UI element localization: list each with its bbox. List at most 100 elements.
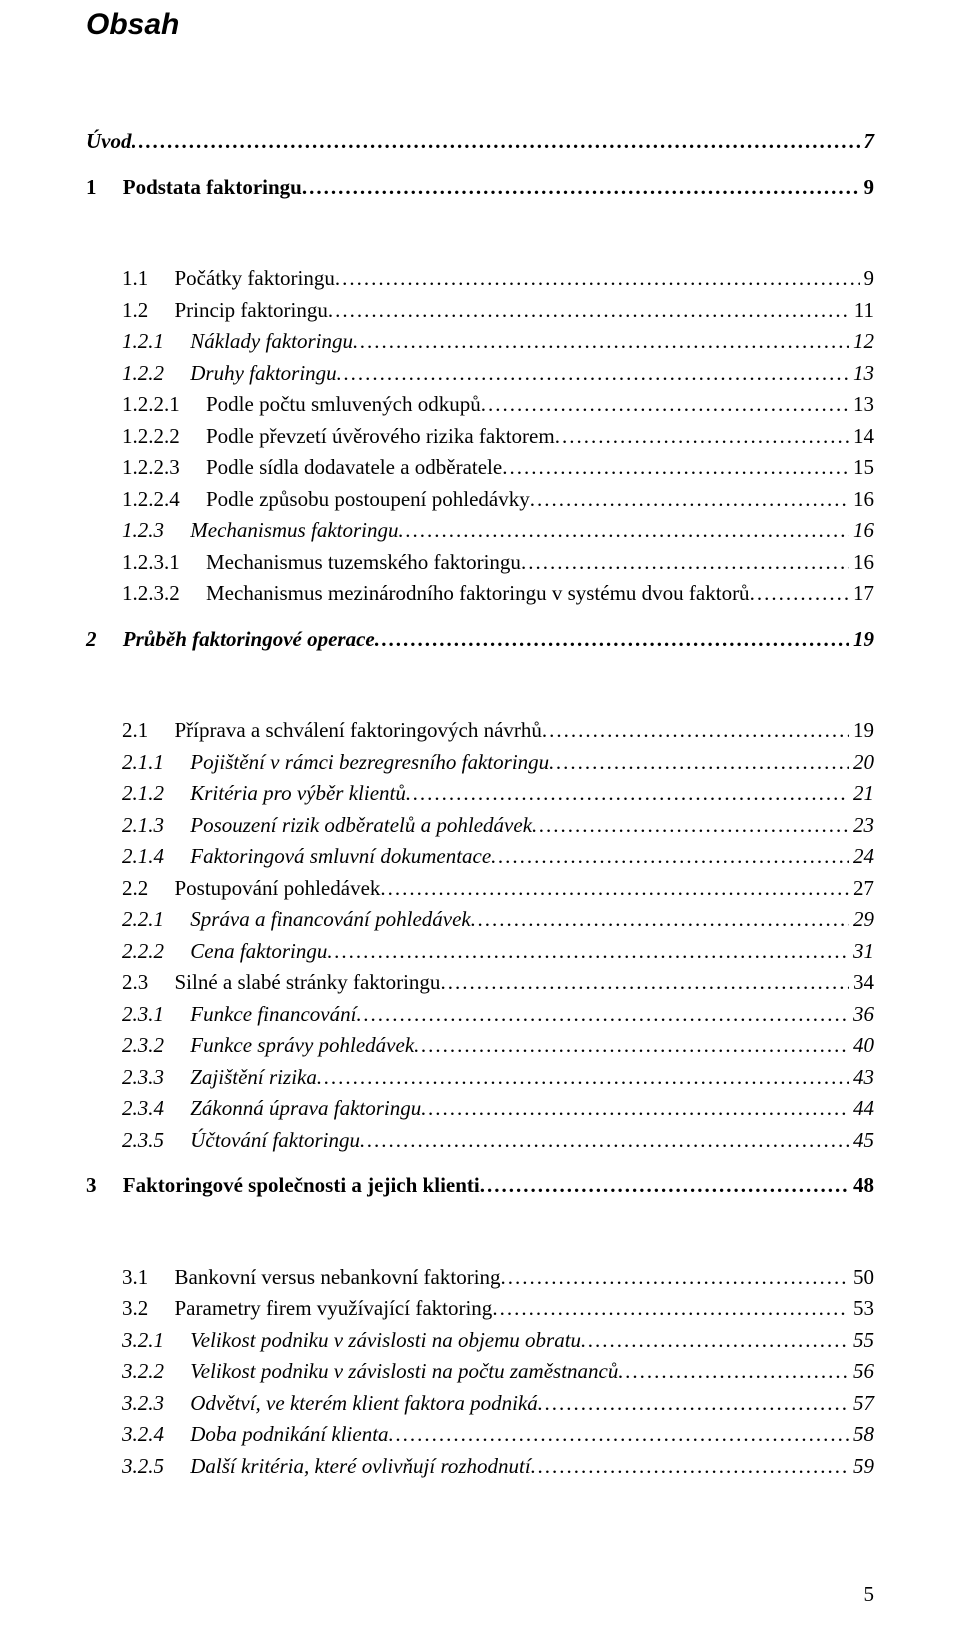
toc-pad [148,1262,174,1294]
toc-page: 16 [849,547,874,579]
toc-row: Úvod....................................… [86,126,874,158]
toc-row: 2.3.1 Funkce financování................… [86,999,874,1031]
toc-row: 1.2.2.1 Podle počtu smluvených odkupů...… [86,389,874,421]
page-number: 5 [86,1582,874,1607]
toc-row: 3.2.5 Další kritéria, které ovlivňují ro… [86,1451,874,1483]
page: Obsah Úvod..............................… [0,0,960,1647]
toc-leader: ........................................… [389,1419,849,1451]
toc-label: Podstata faktoringu [123,172,302,204]
toc-leader: ........................................… [538,1388,849,1420]
toc-pad [164,1451,190,1483]
toc-row: 1.2.2 Druhy faktoringu..................… [86,358,874,390]
toc-pad [164,747,190,779]
toc-leader: ........................................… [356,999,849,1031]
toc-leader: ........................................… [555,421,849,453]
toc-page: 16 [849,515,874,547]
toc-pad [164,358,190,390]
toc-pad [97,172,123,204]
toc-pad [180,578,206,610]
toc-pad [164,326,190,358]
toc-row: 2.3.4 Zákonná úprava faktoringu.........… [86,1093,874,1125]
toc-row: 1.2.3.2 Mechanismus mezinárodního faktor… [86,578,874,610]
toc-page: 43 [849,1062,874,1094]
toc-label: Podle převzetí úvěrového rizika faktorem [206,421,555,453]
toc-pad [164,778,190,810]
toc-num: 3.2.5 [86,1451,164,1483]
toc-row: 2.2.1 Správa a financování pohledávek...… [86,904,874,936]
toc-num: 1.2.3.2 [86,578,180,610]
toc-row: 2.3.5 Účtování faktoringu...............… [86,1125,874,1157]
toc-page: 9 [860,172,875,204]
toc-num: 2.1.2 [86,778,164,810]
toc-pad [164,1419,190,1451]
toc-row: 3.1 Bankovní versus nebankovní faktoring… [86,1262,874,1294]
toc-pad [164,1093,190,1125]
toc-pad [180,389,206,421]
toc-row: 2.1 Příprava a schválení faktoringových … [86,715,874,747]
toc-num: 1.2.2.4 [86,484,180,516]
toc-num: 2.3.4 [86,1093,164,1125]
toc-pad [97,624,123,656]
toc-row: 3 Faktoringové společnosti a jejich klie… [86,1170,874,1202]
toc-label: Faktoringové společnosti a jejich klient… [123,1170,480,1202]
toc-row: 2.3.3 Zajištění rizika..................… [86,1062,874,1094]
toc-label: Doba podnikání klienta [190,1419,388,1451]
toc-leader: ........................................… [398,515,849,547]
toc-page: 48 [849,1170,874,1202]
toc-pad [164,841,190,873]
toc-page: 31 [849,936,874,968]
toc-page: 13 [849,389,874,421]
toc-pad [164,515,190,547]
toc-page: 50 [849,1262,874,1294]
toc-row: 1.2.2.3 Podle sídla dodavatele a odběrat… [86,452,874,484]
toc-leader: ........................................… [502,452,849,484]
toc-num: 3.2.1 [86,1325,164,1357]
toc-num: 3.1 [86,1262,148,1294]
toc-label: Funkce financování [190,999,356,1031]
toc-num: 3.2.2 [86,1356,164,1388]
toc-row: 2.3.2 Funkce správy pohledávek..........… [86,1030,874,1062]
toc-num: 2.1.3 [86,810,164,842]
toc-label: Počátky faktoringu [175,263,335,295]
page-title: Obsah [86,8,874,42]
toc-label: Posouzení rizik odběratelů a pohledávek [190,810,532,842]
toc-num: 1.2.2.2 [86,421,180,453]
toc-num: 2.3.5 [86,1125,164,1157]
toc-label: Zákonná úprava faktoringu [190,1093,421,1125]
toc-num: 1 [86,172,97,204]
toc-num: 2 [86,624,97,656]
toc-num: 1.2.3.1 [86,547,180,579]
toc-pad [164,1125,190,1157]
toc-num: 2.2.1 [86,904,164,936]
toc-pad [164,999,190,1031]
toc-num: 2.3.2 [86,1030,164,1062]
toc-leader: ........................................… [750,578,849,610]
toc-label: Faktoringová smluvní dokumentace [190,841,491,873]
toc-page: 16 [849,484,874,516]
toc-pad [148,967,174,999]
toc-label: Mechanismus mezinárodního faktoringu v s… [206,578,750,610]
toc-label: Správa a financování pohledávek [190,904,471,936]
toc-page: 11 [850,295,874,327]
toc-page: 23 [849,810,874,842]
toc-pad [164,936,190,968]
toc-num: 2.1.4 [86,841,164,873]
toc-num: 1.2.2 [86,358,164,390]
toc-pad [164,1325,190,1357]
toc-page: 21 [849,778,874,810]
toc-label: Bankovní versus nebankovní faktoring [175,1262,501,1294]
toc-label: Podle sídla dodavatele a odběratele [206,452,502,484]
toc-num: 1.2 [86,295,148,327]
toc-num: 2.3.3 [86,1062,164,1094]
toc-pad [180,484,206,516]
toc-row: 3.2.2 Velikost podniku v závislosti na p… [86,1356,874,1388]
toc-leader: ........................................… [501,1262,849,1294]
toc-label: Mechanismus faktoringu [190,515,398,547]
toc-leader: ........................................… [132,126,860,158]
toc-row: 1.2.2.2 Podle převzetí úvěrového rizika … [86,421,874,453]
toc-page: 44 [849,1093,874,1125]
toc-page: 7 [860,126,875,158]
toc-leader: ........................................… [531,1451,849,1483]
toc-leader: ........................................… [360,1125,849,1157]
toc-row: 1.2.1 Náklady faktoringu................… [86,326,874,358]
